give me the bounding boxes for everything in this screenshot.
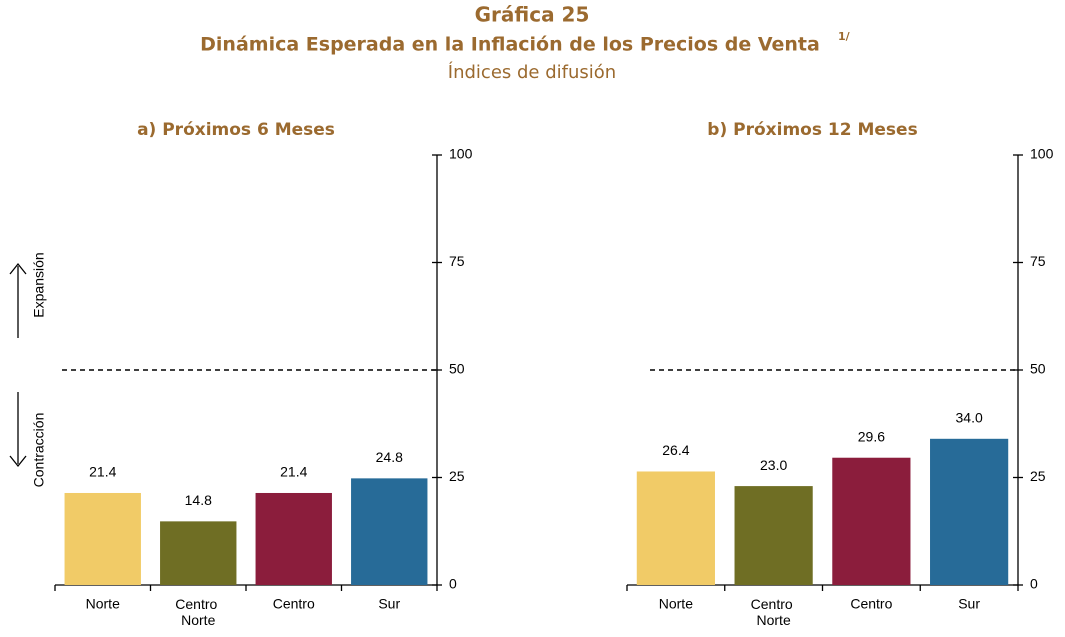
bar — [351, 478, 428, 585]
x-tick-label: Sur — [378, 596, 400, 612]
y-tick-label: 100 — [1030, 146, 1054, 162]
bar — [255, 492, 332, 585]
subtitle: Dinámica Esperada en la Inflación de los… — [200, 34, 820, 56]
y-tick-label: 75 — [449, 253, 465, 269]
annotation: Contracción — [31, 413, 47, 488]
x-tick-label: Norte — [659, 596, 693, 612]
bar — [160, 521, 237, 585]
value-label: 26.4 — [662, 442, 689, 458]
bar — [636, 471, 715, 585]
x-tick-label: Centro Norte — [751, 596, 797, 628]
value-label: 23.0 — [760, 457, 787, 473]
bar — [734, 486, 813, 585]
chart-title: b) Próximos 12 Meses — [707, 120, 917, 140]
value-label: 34.0 — [956, 410, 983, 426]
arrow-down-head — [9, 455, 27, 468]
value-label: 29.6 — [858, 428, 885, 444]
value-label: 21.4 — [280, 464, 307, 480]
x-tick-label: Centro — [850, 596, 892, 612]
chart-title: a) Próximos 6 Meses — [137, 120, 335, 140]
y-tick-label: 0 — [1030, 576, 1038, 592]
x-tick-label: Norte — [86, 596, 120, 612]
value-label: 14.8 — [185, 492, 212, 508]
arrow-up-head — [9, 262, 27, 275]
subtitle-note: 1/ — [838, 30, 851, 43]
caption: Índices de difusión — [448, 61, 616, 83]
y-tick-label: 25 — [449, 468, 465, 484]
x-tick-label: Sur — [958, 596, 980, 612]
title: Gráfica 25 — [475, 3, 590, 27]
x-tick-label: Centro Norte — [175, 596, 221, 628]
bar — [930, 438, 1009, 585]
value-label: 24.8 — [376, 449, 403, 465]
bar — [64, 492, 141, 585]
annotation: Expansión — [31, 252, 47, 317]
bar — [832, 457, 911, 585]
y-tick-label: 50 — [449, 361, 465, 377]
y-tick-label: 0 — [449, 576, 457, 592]
y-tick-label: 50 — [1030, 361, 1046, 377]
x-tick-label: Centro — [273, 596, 315, 612]
y-tick-label: 75 — [1030, 253, 1046, 269]
y-tick-label: 100 — [449, 146, 473, 162]
value-label: 21.4 — [89, 464, 116, 480]
y-tick-label: 25 — [1030, 468, 1046, 484]
